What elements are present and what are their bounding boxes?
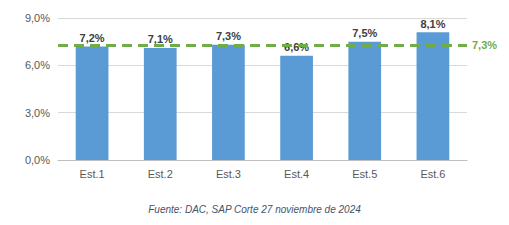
svg-text:7,3%: 7,3%	[216, 30, 241, 42]
svg-text:3,0%: 3,0%	[25, 107, 50, 119]
svg-text:7,2%: 7,2%	[80, 32, 105, 44]
svg-text:6,0%: 6,0%	[25, 59, 50, 71]
svg-text:Est.1: Est.1	[80, 168, 105, 180]
svg-text:Est.2: Est.2	[148, 168, 173, 180]
svg-text:7,5%: 7,5%	[352, 27, 377, 39]
svg-text:6,6%: 6,6%	[284, 41, 309, 53]
svg-text:Est.6: Est.6	[420, 168, 445, 180]
svg-text:Est.5: Est.5	[352, 168, 377, 180]
svg-text:7,1%: 7,1%	[148, 33, 173, 45]
svg-text:Est.4: Est.4	[284, 168, 309, 180]
svg-text:0,0%: 0,0%	[25, 154, 50, 166]
svg-text:Fuente: DAC, SAP Corte 27 novi: Fuente: DAC, SAP Corte 27 noviembre de 2…	[148, 204, 361, 215]
svg-text:Est.3: Est.3	[216, 168, 241, 180]
svg-text:9,0%: 9,0%	[25, 12, 50, 24]
svg-text:8,1%: 8,1%	[420, 18, 445, 30]
svg-text:7,3%: 7,3%	[472, 39, 497, 51]
